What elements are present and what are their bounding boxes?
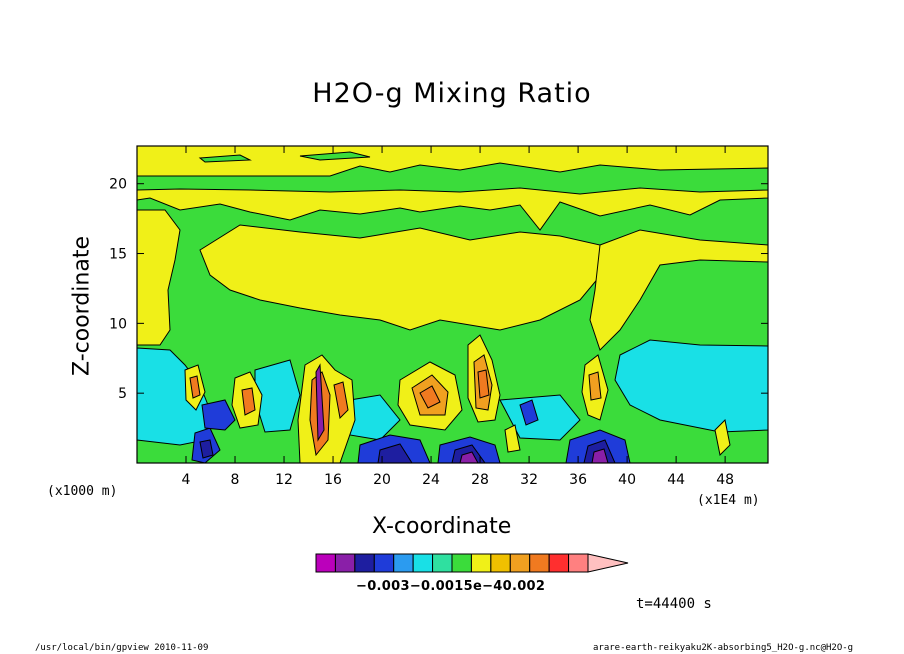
- x-unit-right: (x1E4 m): [697, 493, 760, 508]
- colorbar-swatch-skyblue: [393, 553, 414, 573]
- footer-right: arare-earth-reikyaku2K-absorbing5_H2O-g.…: [593, 643, 854, 653]
- y-tick-label: 15: [109, 247, 127, 263]
- colorbar-swatch-green: [451, 553, 472, 573]
- y-tick-label: 10: [109, 316, 127, 332]
- footer-left: /usr/local/bin/gpview 2010-11-09: [35, 643, 209, 653]
- colorbar-swatch-navy: [354, 553, 375, 573]
- x-tick-label: 28: [471, 472, 489, 488]
- x-tick-label: 24: [422, 472, 440, 488]
- colorbar-swatch-salmon: [568, 553, 589, 573]
- x-tick-label: 20: [373, 472, 391, 488]
- x-tick-label: 12: [275, 472, 293, 488]
- colorbar-label: −0.003−0.0015e−40.002: [356, 579, 546, 594]
- y-axis-ticks: 5 10 15 20: [109, 177, 768, 402]
- colorbar-swatch-red: [548, 553, 570, 573]
- colorbar: [315, 553, 629, 573]
- colorbar-swatch-purple: [334, 553, 356, 573]
- chart-title: H2O-g Mixing Ratio: [312, 78, 592, 109]
- plot-area: [137, 146, 768, 463]
- x-tick-label: 36: [569, 472, 587, 488]
- x-tick-label: 44: [667, 472, 685, 488]
- colorbar-swatch-blue: [373, 553, 395, 573]
- colorbar-swatch-gold: [490, 553, 511, 573]
- time-label: t=44400 s: [636, 596, 712, 612]
- x-tick-label: 16: [324, 472, 342, 488]
- y-axis-label: Z-coordinate: [69, 236, 95, 376]
- x-tick-label: 32: [520, 472, 538, 488]
- x-tick-label: 4: [182, 472, 191, 488]
- plot-frame: [136, 145, 769, 464]
- colorbar-swatch-darkorange: [529, 553, 550, 573]
- colorbar-swatch-cyan: [412, 553, 434, 573]
- x-axis-label: X-coordinate: [372, 514, 512, 539]
- colorbar-swatch-yellow: [470, 553, 492, 573]
- colorbar-swatch-mint: [432, 553, 453, 573]
- x-axis-ticks: 4 8 12 16 20 24 28 32 36 40 44 48: [182, 146, 734, 488]
- y-tick-label: 5: [118, 386, 127, 402]
- x-tick-label: 48: [716, 472, 734, 488]
- colorbar-swatch-pink: [587, 553, 629, 573]
- colorbar-swatch-orange: [509, 553, 531, 573]
- colorbar-swatch-magenta: [315, 553, 336, 573]
- x-tick-label: 40: [618, 472, 636, 488]
- x-tick-label: 8: [231, 472, 240, 488]
- x-unit-left: (x1000 m): [47, 484, 118, 499]
- y-tick-label: 20: [109, 177, 127, 193]
